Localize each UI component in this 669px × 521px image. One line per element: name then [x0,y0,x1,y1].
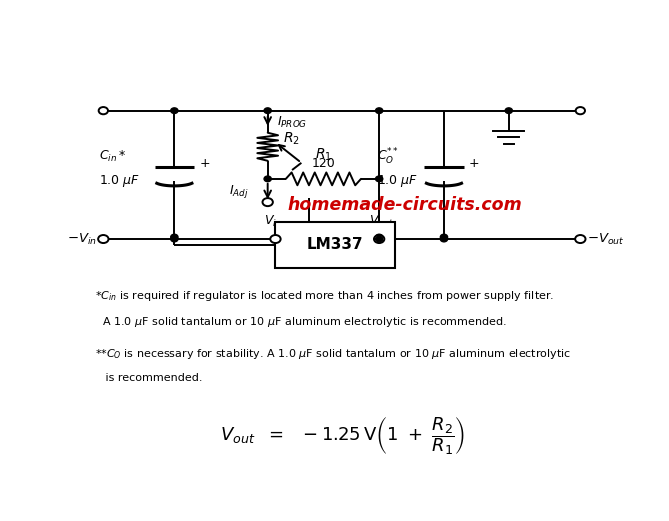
Circle shape [375,176,383,182]
Circle shape [171,234,178,240]
Circle shape [171,108,178,114]
Text: $I_{PROG}$: $I_{PROG}$ [277,115,307,130]
Circle shape [98,107,108,114]
Circle shape [505,108,512,114]
Circle shape [98,235,108,243]
Text: $1.0\ \mu F$: $1.0\ \mu F$ [99,173,140,189]
Text: $V_{out}$: $V_{out}$ [369,214,394,229]
Text: $R_2$: $R_2$ [283,131,300,147]
Text: $1.0\ \mu F$: $1.0\ \mu F$ [377,173,418,189]
Text: $C_{in}*$: $C_{in}*$ [99,149,126,164]
Circle shape [440,234,448,240]
Text: is recommended.: is recommended. [95,374,203,383]
Circle shape [375,234,383,240]
Text: $-V_{in}$: $-V_{in}$ [67,231,97,246]
Text: *$C_{in}$ is required if regulator is located more than 4 inches from power supp: *$C_{in}$ is required if regulator is lo… [95,289,554,303]
Circle shape [440,236,448,242]
Circle shape [264,176,272,182]
Circle shape [262,198,273,206]
Text: A 1.0 $\mu$F solid tantalum or 10 $\mu$F aluminum electrolytic is recommended.: A 1.0 $\mu$F solid tantalum or 10 $\mu$F… [95,315,507,329]
Text: $V_{in}$: $V_{in}$ [264,214,282,229]
Text: $R_1$: $R_1$ [315,146,332,163]
Text: $-V_{out}$: $-V_{out}$ [587,231,624,246]
Text: $I_{Adj}$: $I_{Adj}$ [229,183,248,200]
Text: 120: 120 [312,157,335,170]
Text: LM337: LM337 [307,238,363,252]
Text: $C_O^{**}$: $C_O^{**}$ [377,147,399,167]
Text: $V_{out}\ \ =\ \ -1.25\,\mathrm{V}\left(1\ +\ \dfrac{R_2}{R_1}\right)$: $V_{out}\ \ =\ \ -1.25\,\mathrm{V}\left(… [220,416,466,457]
Circle shape [575,107,585,114]
Circle shape [575,235,585,243]
Circle shape [264,108,272,114]
Circle shape [171,236,178,242]
Bar [276,222,395,268]
Text: homemade-circuits.com: homemade-circuits.com [288,196,522,214]
Circle shape [270,235,281,243]
Text: +: + [469,157,480,170]
Circle shape [375,108,383,114]
Text: **$C_O$ is necessary for stability. A 1.0 $\mu$F solid tantalum or 10 $\mu$F alu: **$C_O$ is necessary for stability. A 1.… [95,348,571,362]
Circle shape [375,236,383,242]
Circle shape [374,235,384,243]
Text: +: + [199,157,210,170]
